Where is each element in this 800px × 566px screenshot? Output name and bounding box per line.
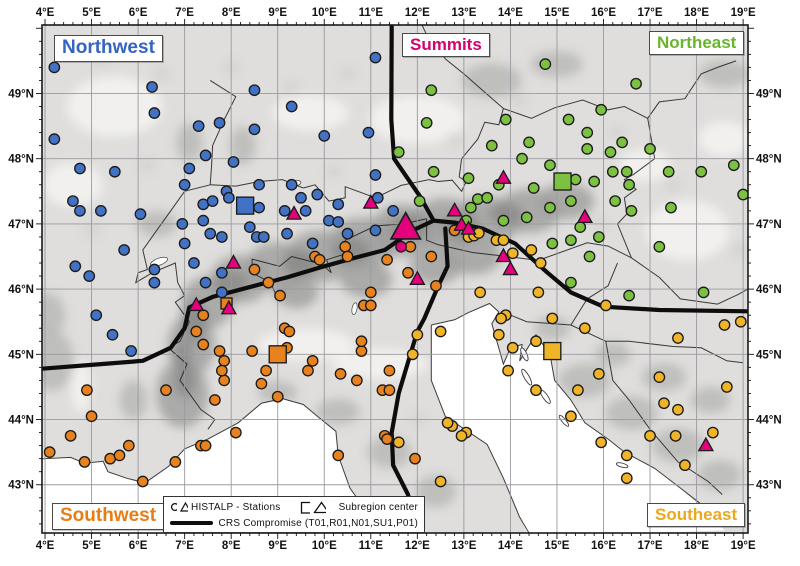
lon-label-top: 11°E (359, 7, 384, 19)
northeast-center (553, 172, 572, 191)
lon-label-bottom: 8°E (222, 540, 241, 552)
region-label-southeast: Southeast (647, 503, 746, 527)
series-northwest-stations (48, 51, 400, 357)
southwest-center (268, 345, 287, 364)
lon-label-bottom: 19°E (731, 540, 756, 552)
legend-crs-label: CRS Compromise (T01,R01,N01,SU1,P01) (218, 517, 418, 529)
region-label-northwest: Northwest (54, 35, 163, 62)
lat-label-left: 46°N (8, 284, 34, 296)
legend-row-stations: HISTALP - Stations Subregion center (170, 499, 418, 515)
series-summit-station-circle-symbol- (395, 240, 407, 253)
legend-center-label: Subregion center (338, 501, 419, 513)
southeast-center (543, 341, 562, 361)
station-circle-icon (170, 502, 178, 512)
northwest-center (235, 196, 255, 215)
subregion-centers (235, 172, 572, 364)
legend-box: HISTALP - Stations Subregion center CRS … (163, 496, 425, 533)
center-triangle-icon (313, 500, 326, 513)
lon-label-bottom: 6°E (129, 540, 148, 552)
legend-row-crs: CRS Compromise (T01,R01,N01,SU1,P01) (170, 515, 418, 531)
lon-label-top: 6°E (129, 7, 148, 19)
lat-label-left: 43°N (8, 480, 34, 492)
lon-label-top: 10°E (312, 7, 337, 19)
lon-label-top: 17°E (638, 7, 663, 19)
series-southeast-stations (392, 227, 747, 488)
crs-line (42, 218, 748, 371)
lon-label-top: 13°E (451, 7, 476, 19)
lat-label-left: 45°N (8, 349, 34, 361)
legend-stations-label: HISTALP - Stations (191, 501, 281, 513)
country-borders (42, 25, 748, 533)
lon-label-bottom: 17°E (638, 540, 663, 552)
region-label-southwest: Southwest (52, 503, 165, 530)
lon-label-top: 16°E (591, 7, 616, 19)
region-label-northeast: Northeast (649, 31, 745, 55)
lat-label-right: 49°N (756, 88, 782, 100)
station-triangle-icon (180, 502, 189, 512)
stations (43, 51, 748, 488)
lon-label-top: 4°E (36, 7, 55, 19)
lon-label-bottom: 14°E (498, 540, 523, 552)
lon-label-bottom: 5°E (82, 540, 101, 552)
lon-label-bottom: 16°E (591, 540, 616, 552)
region-label-summits: Summits (402, 33, 490, 57)
lon-label-bottom: 9°E (268, 540, 287, 552)
lon-label-top: 19°E (731, 7, 756, 19)
lat-label-left: 49°N (8, 88, 34, 100)
lon-label-bottom: 10°E (312, 540, 337, 552)
lat-label-right: 44°N (756, 415, 782, 427)
axis-labels: 4°E 4°E 5°E 5°E 6°E 6°E 7°E 7°E 8°E 8°E 9°E 9°E 10°E… (8, 7, 781, 552)
lon-label-bottom: 18°E (684, 540, 709, 552)
lon-label-top: 5°E (82, 7, 101, 19)
lon-label-top: 12°E (405, 7, 430, 19)
lon-label-bottom: 11°E (359, 540, 384, 552)
lon-label-top: 7°E (175, 7, 194, 19)
crs-line-icon (170, 521, 213, 525)
series-summit-stations (188, 169, 715, 452)
lon-label-top: 18°E (684, 7, 709, 19)
lat-label-left: 48°N (8, 154, 34, 166)
axis-ticks (36, 19, 754, 539)
lat-label-right: 45°N (756, 349, 782, 361)
lon-label-bottom: 13°E (451, 540, 476, 552)
map-area (42, 25, 748, 533)
lat-label-right: 48°N (756, 154, 782, 166)
series-northeast-stations (392, 58, 748, 302)
lon-label-top: 9°E (268, 7, 287, 19)
lon-label-top: 15°E (544, 7, 569, 19)
lon-label-bottom: 4°E (36, 540, 55, 552)
lon-label-top: 14°E (498, 7, 523, 19)
lat-label-left: 44°N (8, 415, 34, 427)
lat-label-right: 47°N (756, 219, 782, 231)
lat-label-right: 43°N (756, 480, 782, 492)
lon-label-bottom: 15°E (544, 540, 569, 552)
lon-label-top: 8°E (222, 7, 241, 19)
lon-label-bottom: 7°E (175, 540, 194, 552)
lat-label-right: 46°N (756, 284, 782, 296)
lat-label-left: 47°N (8, 219, 34, 231)
center-square-icon (301, 501, 311, 514)
lon-label-bottom: 12°E (405, 540, 430, 552)
summits-center (389, 210, 422, 240)
